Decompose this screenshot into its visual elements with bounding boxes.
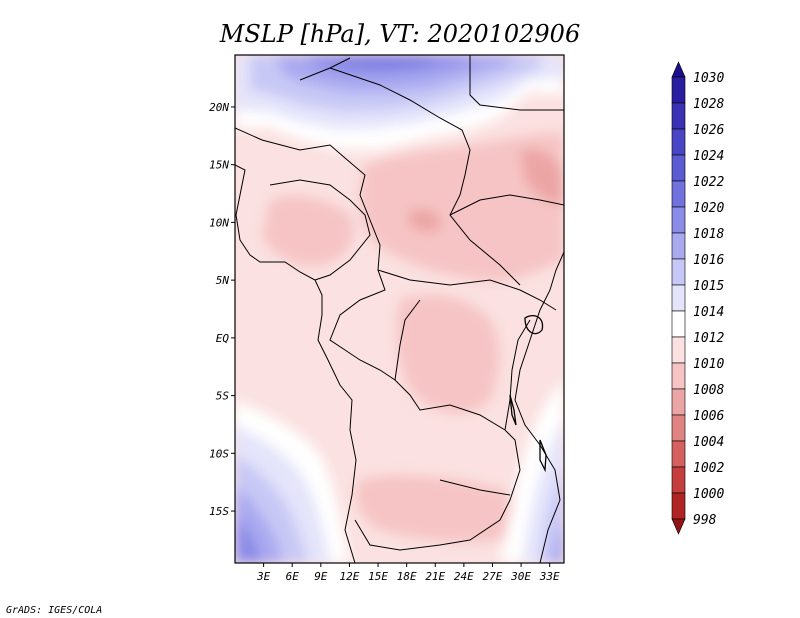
y-axis: 20N 15N 10N 5N EQ 5S 10S 15S xyxy=(209,101,235,518)
x-tick-label: 6E xyxy=(286,570,300,583)
colorbar-label: 1008 xyxy=(693,383,724,398)
colorbar-swatch xyxy=(671,128,686,156)
y-tick-label: 10N xyxy=(209,216,229,229)
x-tick-label: 15E xyxy=(368,570,388,583)
x-tick-label: 24E xyxy=(454,570,474,583)
field-1022-north xyxy=(330,55,440,64)
lakes xyxy=(509,315,547,473)
colorbar-swatch xyxy=(671,388,686,416)
colorbar-label: 1000 xyxy=(693,487,724,502)
y-tick-label: 5S xyxy=(216,390,230,403)
coastline-east xyxy=(514,251,564,563)
colorbar-label: 1020 xyxy=(693,201,724,216)
border-line-b xyxy=(377,269,557,311)
border-line-g xyxy=(449,194,564,216)
border-line-i xyxy=(504,319,531,431)
colorbar-label: 1022 xyxy=(693,175,724,190)
x-tick-label: 33E xyxy=(539,570,560,583)
field-1008-chad xyxy=(408,208,441,233)
coastline-west xyxy=(235,164,357,563)
colorbar-label: 1030 xyxy=(693,71,724,86)
colorbar-swatch xyxy=(671,440,686,468)
lake-malawi xyxy=(539,439,547,473)
field-1010-sahel xyxy=(360,132,564,281)
colorbar-swatch xyxy=(671,492,686,520)
x-tick-label: 27E xyxy=(483,570,503,583)
credit-text: GrADS: IGES/COLA xyxy=(6,605,102,616)
colorbar: 1030 1028 1026 1024 1022 1020 1018 1016 1015 1014… xyxy=(671,61,724,535)
colorbar-label: 1016 xyxy=(693,253,724,268)
colorbar-swatch xyxy=(671,102,686,130)
colorbar-swatch xyxy=(671,154,686,182)
map-frame xyxy=(234,54,565,564)
x-axis: 3E 6E 9E 12E 15E 18E 21E 24E 27E 30E 33E xyxy=(256,563,560,583)
colorbar-label: 1028 xyxy=(693,97,724,112)
field-1018-east xyxy=(550,520,564,563)
border-line-e xyxy=(299,57,351,81)
x-tick-label: 30E xyxy=(510,570,531,583)
border-line-f xyxy=(269,179,371,281)
colorbar-label: 1018 xyxy=(693,227,724,242)
colorbar-swatch xyxy=(671,336,686,364)
colorbar-swatch xyxy=(671,206,686,234)
y-tick-label: 15S xyxy=(209,505,229,518)
field-1020-atlantic xyxy=(235,515,262,563)
colorbar-label: 1010 xyxy=(693,357,724,372)
field-1010-nigeria xyxy=(262,195,354,266)
border-line-h xyxy=(394,299,421,381)
colorbar-swatch xyxy=(671,414,686,442)
chart-title: MSLP [hPa], VT: 2020102906 xyxy=(219,20,580,48)
colorbar-swatch xyxy=(671,76,686,104)
colorbar-label: 1004 xyxy=(693,435,724,450)
y-tick-label: 20N xyxy=(209,101,229,114)
colorbar-label: 1002 xyxy=(693,461,724,476)
colorbar-arrow-bottom xyxy=(671,518,686,535)
colorbar-swatch xyxy=(671,180,686,208)
colorbar-label: 1015 xyxy=(693,279,724,294)
x-tick-label: 21E xyxy=(425,570,445,583)
border-line-j xyxy=(439,479,511,496)
map-panel: 3E 6E 9E 12E 15E 18E 21E 24E 27E 30E 33E 20N 15N 10N… xyxy=(209,54,565,583)
colorbar-swatch xyxy=(671,232,686,260)
colorbar-arrow-top xyxy=(671,61,686,78)
colorbar-label: 1024 xyxy=(693,149,724,164)
field-1008-sudan xyxy=(520,149,564,205)
y-tick-label: 15N xyxy=(209,159,229,172)
field-1010-angola xyxy=(356,475,515,542)
colorbar-swatch xyxy=(671,284,686,312)
border-line-a xyxy=(235,127,521,551)
lake-victoria xyxy=(524,315,544,335)
colorbar-label: 1006 xyxy=(693,409,724,424)
colorbar-swatch xyxy=(671,466,686,494)
colorbar-label: 998 xyxy=(693,513,717,528)
colorbar-label: 1014 xyxy=(693,305,724,320)
lake-tanganyika xyxy=(509,394,517,426)
x-tick-label: 9E xyxy=(314,570,328,583)
y-tick-label: EQ xyxy=(216,332,230,345)
y-tick-label: 5N xyxy=(216,274,230,287)
coastlines-borders xyxy=(235,55,564,563)
x-tick-label: 3E xyxy=(256,570,271,583)
x-tick-label: 18E xyxy=(397,570,417,583)
colorbar-label: 1026 xyxy=(693,123,724,138)
colorbar-swatch xyxy=(671,258,686,286)
field-1010-congo xyxy=(396,295,500,414)
colorbar-label: 1012 xyxy=(693,331,724,346)
colorbar-swatch xyxy=(671,310,686,338)
colorbar-swatch xyxy=(671,362,686,390)
border-line-c xyxy=(329,67,521,286)
y-tick-label: 10S xyxy=(209,447,229,460)
border-line-d xyxy=(469,55,564,111)
x-tick-label: 12E xyxy=(339,570,359,583)
